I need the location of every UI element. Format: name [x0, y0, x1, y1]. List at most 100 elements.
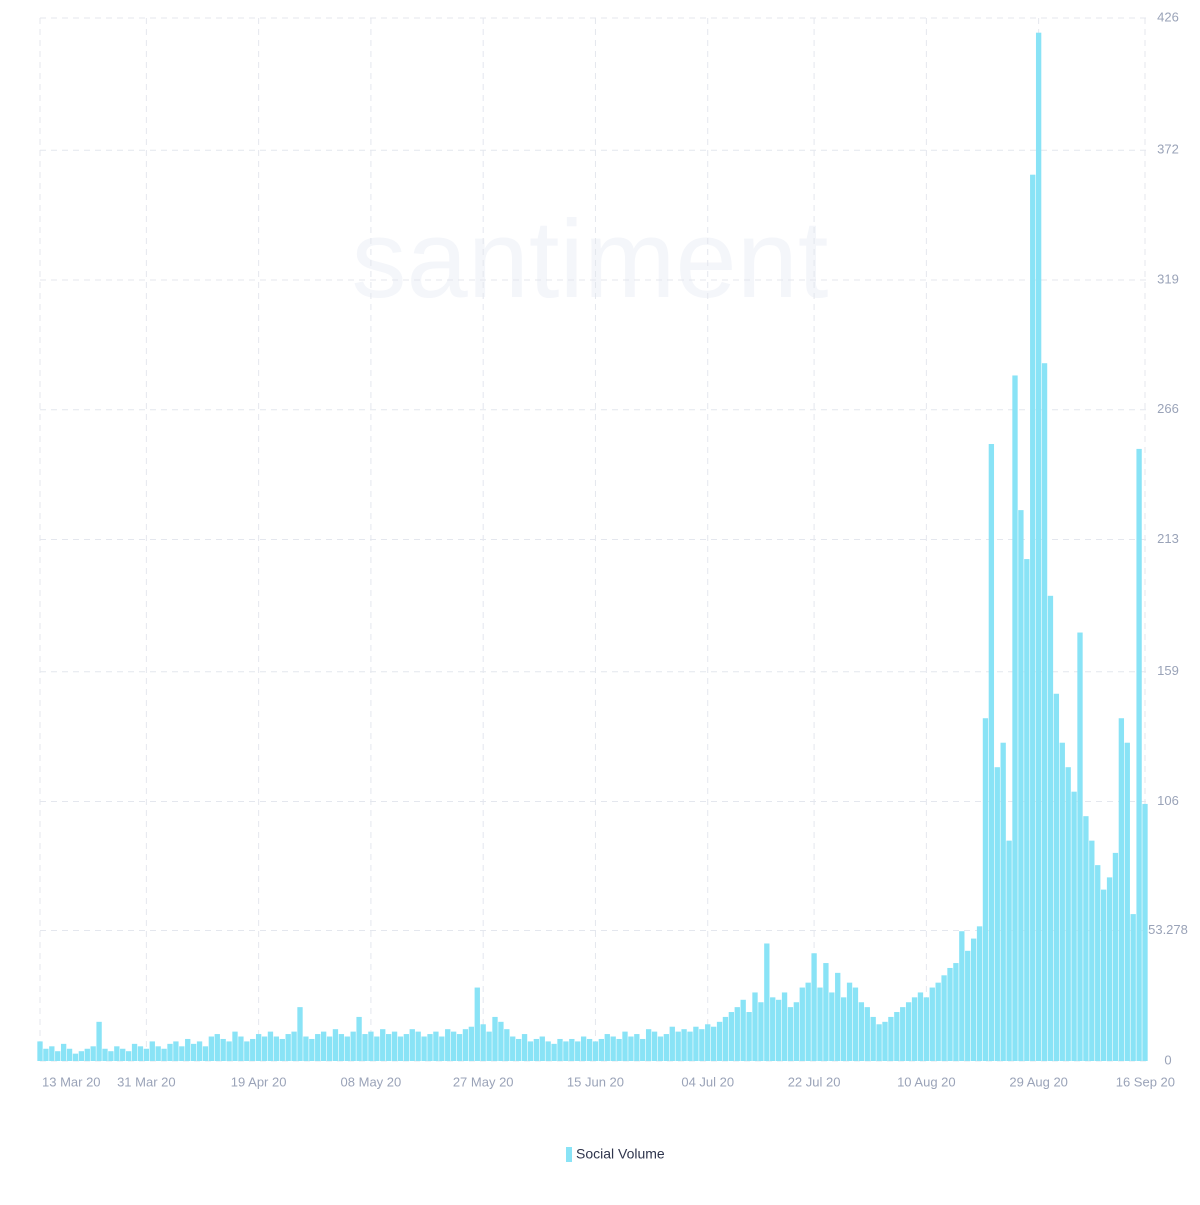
bar [60, 1043, 67, 1061]
bar [391, 1031, 398, 1061]
bar [746, 1012, 752, 1061]
bar [415, 1031, 421, 1061]
bar [344, 1036, 350, 1061]
y-tick-label: 53.278 [1148, 922, 1188, 937]
y-tick-label: 372 [1157, 142, 1179, 157]
bar [380, 1029, 386, 1061]
bar [533, 1038, 540, 1061]
bar [911, 997, 918, 1061]
bar [657, 1036, 664, 1061]
bar [1030, 174, 1036, 1062]
bar [409, 1029, 415, 1061]
bar [1047, 595, 1054, 1061]
bar [569, 1038, 575, 1061]
bar [368, 1031, 374, 1061]
bar [102, 1048, 108, 1061]
bar [90, 1046, 96, 1061]
y-tick-label: 106 [1157, 793, 1179, 808]
bar [332, 1029, 339, 1061]
bar [504, 1029, 510, 1061]
bar [551, 1043, 557, 1061]
x-tick-label: 15 Jun 20 [567, 1074, 624, 1089]
bar [905, 1002, 912, 1061]
bar [586, 1038, 593, 1061]
x-tick-label: 31 Mar 20 [117, 1074, 176, 1089]
y-tick-label: 319 [1157, 271, 1179, 286]
bar [196, 1041, 203, 1061]
bar [835, 972, 841, 1061]
bar [1130, 914, 1136, 1061]
bar [320, 1031, 327, 1061]
y-tick-label: 0 [1164, 1052, 1171, 1067]
bar [456, 1034, 463, 1061]
bar [37, 1041, 43, 1061]
bar [167, 1043, 173, 1061]
bar [445, 1029, 451, 1061]
bar [309, 1038, 315, 1061]
bar [823, 963, 829, 1061]
bar [1000, 742, 1006, 1061]
bar [734, 1007, 740, 1061]
x-tick-label: 13 Mar 20 [42, 1074, 101, 1089]
bar [498, 1021, 504, 1061]
bar [267, 1031, 274, 1061]
x-tick-label: 27 May 20 [453, 1074, 514, 1089]
bar [1071, 791, 1077, 1061]
bar [55, 1051, 61, 1061]
bar [651, 1031, 658, 1061]
x-tick-label: 19 Apr 20 [231, 1074, 287, 1089]
bar [663, 1034, 670, 1061]
bar [994, 767, 1000, 1061]
bar [220, 1038, 226, 1061]
bar [935, 982, 941, 1061]
bar [255, 1034, 262, 1061]
bar [1095, 865, 1101, 1061]
x-tick-label: 04 Jul 20 [681, 1074, 734, 1089]
bar [598, 1038, 605, 1061]
bar [350, 1031, 356, 1061]
bar [185, 1038, 191, 1061]
bar [941, 975, 947, 1061]
x-tick-label: 08 May 20 [341, 1074, 402, 1089]
bar [108, 1051, 114, 1061]
bar [356, 1016, 362, 1061]
bar [575, 1041, 581, 1061]
bar [279, 1038, 285, 1061]
bar [1118, 718, 1125, 1061]
bar [716, 1021, 723, 1061]
bar [385, 1034, 392, 1061]
bar [433, 1031, 439, 1061]
bar [492, 1016, 498, 1061]
bar [1136, 448, 1142, 1062]
bar [752, 992, 758, 1061]
y-tick-label: 159 [1157, 663, 1179, 678]
bar [326, 1036, 333, 1061]
bar [131, 1043, 138, 1061]
bar [1024, 559, 1030, 1061]
bar [297, 1007, 303, 1061]
bar [976, 926, 983, 1061]
bar [840, 997, 847, 1061]
x-tick-label: 22 Jul 20 [788, 1074, 841, 1089]
y-tick-label: 213 [1157, 531, 1179, 546]
bar [143, 1048, 150, 1061]
bar [799, 987, 805, 1061]
bar [1041, 363, 1048, 1061]
bar [592, 1041, 599, 1061]
bar [120, 1048, 126, 1061]
x-tick-label: 16 Sep 20 [1116, 1074, 1175, 1089]
bar [1035, 32, 1042, 1061]
bar [722, 1016, 729, 1061]
legend-swatch [566, 1147, 572, 1162]
bar [521, 1034, 528, 1061]
bar [758, 1002, 764, 1061]
bar [226, 1041, 232, 1061]
bar [244, 1041, 250, 1061]
bar [1100, 889, 1107, 1061]
bar [622, 1031, 628, 1061]
bar [787, 1007, 794, 1061]
bar [764, 943, 770, 1061]
bar [114, 1046, 120, 1061]
bar [870, 1016, 876, 1061]
